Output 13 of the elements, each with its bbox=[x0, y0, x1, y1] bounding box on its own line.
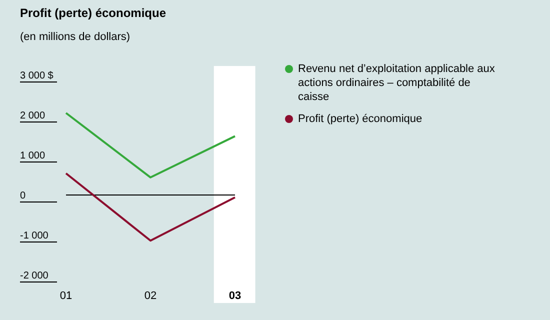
y-tick-label: 1 000 bbox=[20, 150, 46, 162]
chart-subtitle: (en millions de dollars) bbox=[20, 31, 130, 43]
y-tick-label: 3 000 $ bbox=[20, 70, 54, 82]
x-tick-label: 02 bbox=[144, 290, 157, 302]
y-tick-label: 0 bbox=[20, 190, 26, 202]
y-tick-label: -2 000 bbox=[20, 270, 49, 282]
x-tick-label: 03 bbox=[228, 290, 242, 302]
y-tick-label: -1 000 bbox=[20, 230, 49, 242]
chart-title: Profit (perte) économique bbox=[20, 6, 166, 20]
legend-label: Profit (perte) économique bbox=[298, 112, 424, 126]
y-tick-label: 2 000 bbox=[20, 110, 46, 122]
legend-label: Revenu net d’exploitation applicable aux actions ordinaires – comptabilité de caisse bbox=[298, 62, 496, 104]
x-tick-label: 01 bbox=[60, 290, 72, 302]
